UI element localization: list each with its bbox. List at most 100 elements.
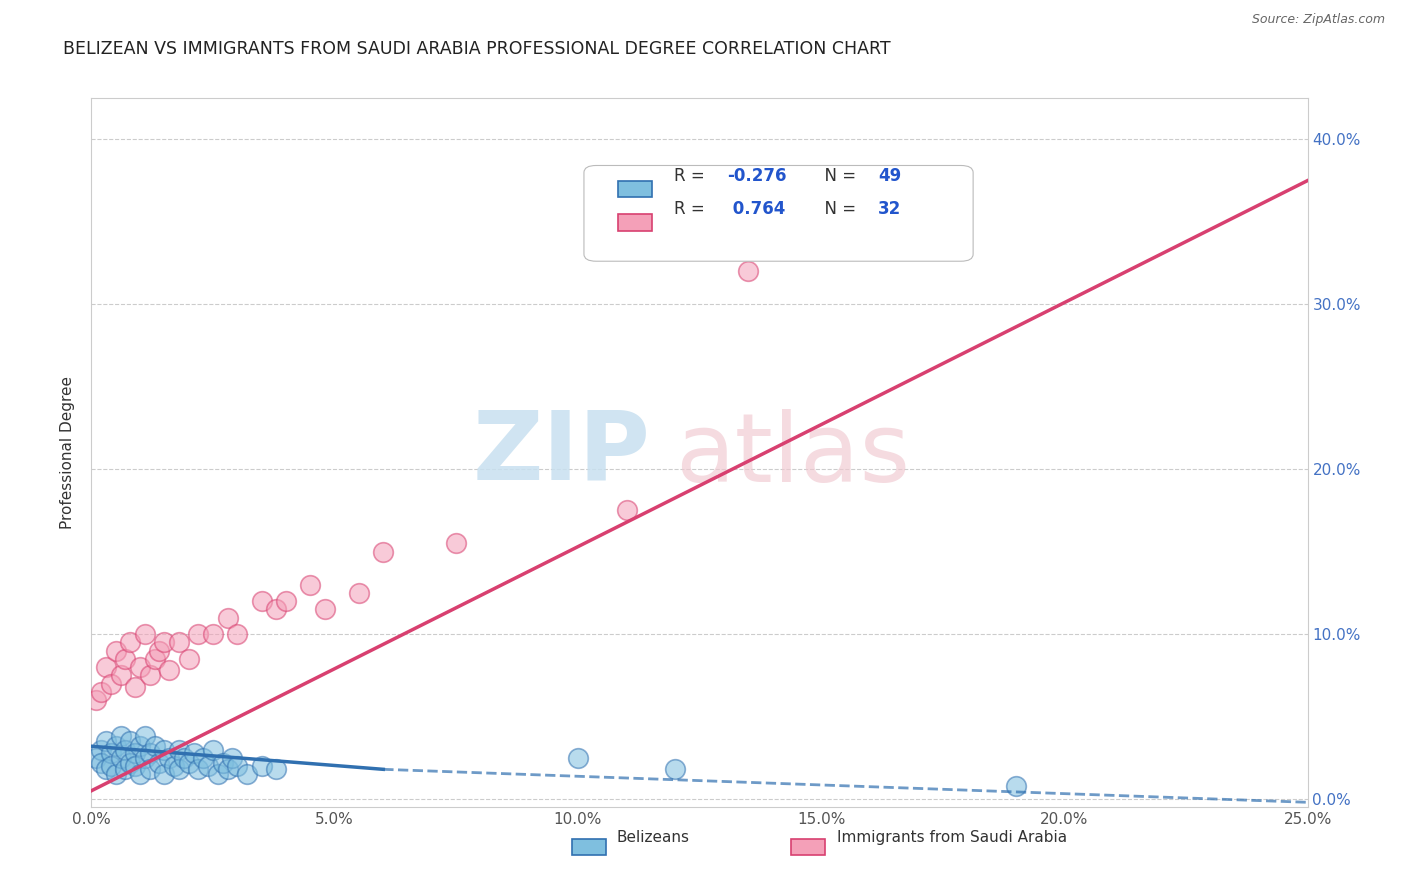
Text: Source: ZipAtlas.com: Source: ZipAtlas.com [1251, 13, 1385, 27]
Point [129, 739, 152, 754]
Text: ZIP: ZIP [472, 406, 651, 500]
Point [129, 660, 152, 674]
Point [143, 739, 166, 754]
Text: N =: N = [814, 201, 862, 219]
Point [139, 746, 162, 760]
Point [94, 734, 117, 748]
Y-axis label: Professional Degree: Professional Degree [60, 376, 76, 529]
Point [100, 746, 122, 760]
Point [114, 742, 136, 756]
Point [129, 767, 152, 781]
Point [90, 742, 112, 756]
Point [264, 762, 287, 776]
Point [207, 767, 229, 781]
Point [94, 660, 117, 674]
Point [567, 751, 589, 765]
Point [1004, 779, 1026, 793]
Text: 49: 49 [879, 167, 901, 186]
Point [134, 730, 156, 744]
Text: -0.276: -0.276 [727, 167, 787, 186]
Point [163, 759, 186, 773]
Point [90, 756, 112, 770]
Point [211, 756, 233, 770]
Point [236, 767, 259, 781]
Point [202, 742, 225, 756]
Text: 0.764: 0.764 [727, 201, 786, 219]
Point [157, 664, 180, 678]
Text: 32: 32 [879, 201, 901, 219]
Point [110, 668, 132, 682]
Point [167, 742, 190, 756]
Text: R =: R = [673, 201, 710, 219]
Point [274, 594, 297, 608]
Point [153, 767, 176, 781]
Point [120, 756, 142, 770]
FancyBboxPatch shape [790, 838, 825, 855]
Text: N =: N = [814, 167, 862, 186]
Text: Belizeans: Belizeans [617, 830, 690, 846]
Text: R =: R = [673, 167, 710, 186]
Point [193, 751, 215, 765]
Point [153, 742, 176, 756]
Point [226, 627, 249, 641]
Point [347, 586, 370, 600]
Text: BELIZEAN VS IMMIGRANTS FROM SAUDI ARABIA PROFESSIONAL DEGREE CORRELATION CHART: BELIZEAN VS IMMIGRANTS FROM SAUDI ARABIA… [63, 40, 891, 58]
Point [373, 544, 395, 558]
Point [177, 652, 200, 666]
Point [143, 652, 166, 666]
Point [250, 759, 273, 773]
Point [314, 602, 336, 616]
Point [217, 762, 239, 776]
Point [187, 627, 209, 641]
Point [217, 610, 239, 624]
Point [110, 730, 132, 744]
Point [202, 627, 225, 641]
Point [299, 577, 322, 591]
Point [148, 643, 170, 657]
Point [250, 594, 273, 608]
Point [737, 264, 759, 278]
FancyBboxPatch shape [619, 180, 652, 197]
Point [157, 751, 180, 765]
Point [187, 762, 209, 776]
Point [100, 759, 122, 773]
Point [444, 536, 467, 550]
Point [221, 751, 243, 765]
Point [264, 602, 287, 616]
Point [148, 756, 170, 770]
Point [84, 693, 107, 707]
Point [120, 635, 142, 649]
Text: Immigrants from Saudi Arabia: Immigrants from Saudi Arabia [837, 830, 1067, 846]
Point [104, 739, 127, 754]
Point [134, 627, 156, 641]
Point [124, 746, 146, 760]
Point [616, 503, 638, 517]
Point [167, 635, 190, 649]
Text: atlas: atlas [675, 409, 910, 502]
Point [167, 762, 190, 776]
FancyBboxPatch shape [619, 214, 652, 231]
Point [134, 751, 156, 765]
Point [110, 751, 132, 765]
FancyBboxPatch shape [572, 838, 606, 855]
Point [153, 635, 176, 649]
Point [114, 762, 136, 776]
Point [226, 759, 249, 773]
Point [197, 759, 219, 773]
Point [177, 756, 200, 770]
FancyBboxPatch shape [583, 166, 973, 261]
Point [664, 762, 686, 776]
Point [183, 746, 205, 760]
Point [104, 767, 127, 781]
Point [90, 685, 112, 699]
Point [100, 676, 122, 690]
Point [94, 762, 117, 776]
Point [120, 734, 142, 748]
Point [139, 762, 162, 776]
Point [124, 759, 146, 773]
Point [124, 680, 146, 694]
Point [84, 751, 107, 765]
Point [139, 668, 162, 682]
Point [114, 652, 136, 666]
Point [104, 643, 127, 657]
